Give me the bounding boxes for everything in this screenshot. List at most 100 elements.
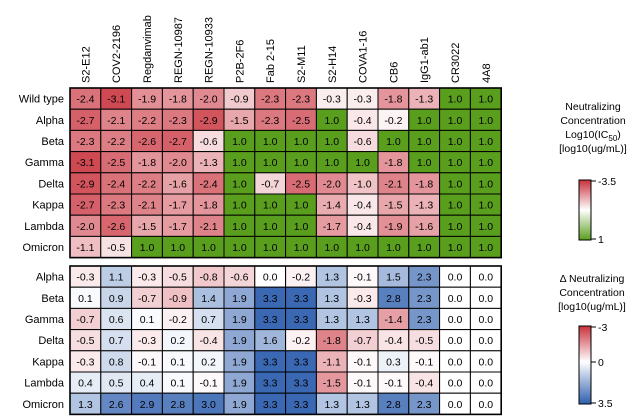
cell-value: 1.0 (201, 242, 216, 254)
cell-value: -0.3 (354, 94, 372, 106)
cell-value: 1.0 (232, 178, 247, 190)
cell-value: 1.9 (232, 335, 247, 347)
cell-value: 1.0 (448, 136, 463, 148)
cell-value: -1.4 (384, 314, 402, 326)
cell-value: -1.8 (200, 200, 218, 212)
cell-value: 1.0 (448, 242, 463, 254)
cell-value: 0.0 (448, 293, 463, 305)
cell-value: 1.0 (478, 200, 493, 212)
cell-value: -1.5 (230, 115, 248, 127)
cell-value: -2.0 (169, 157, 187, 169)
cell-value: -2.2 (138, 115, 156, 127)
cell-value: -0.7 (354, 335, 372, 347)
cell-value: 0.1 (78, 293, 93, 305)
cell-value: 1.0 (478, 221, 493, 233)
legend-tick-label: 1 (598, 234, 604, 246)
cell-value: 3.3 (294, 356, 309, 368)
cell-value: 0.2 (201, 356, 216, 368)
column-label: COVA1-16 (358, 31, 370, 83)
legend-tick-label: 3.5 (598, 398, 613, 410)
delta-heatmap: Alpha -0.3 1.1 -0.3 -0.5 -0.8 -0.6 0.0 -0.2 1.3 -0… (22, 265, 503, 416)
cell-value: 1.0 (294, 221, 309, 233)
cell-value: -3.1 (76, 157, 94, 169)
column-label: COV2-2196 (111, 25, 123, 83)
cell-value: 1.9 (232, 378, 247, 390)
cell-value: 2.8 (170, 399, 185, 411)
cell-value: -0.4 (354, 200, 372, 212)
cell-value: -0.1 (354, 378, 372, 390)
antibody-column-labels: S2-E12 COV2-2196 Regdanvimab REGN-10987 REGN… (80, 15, 492, 83)
cell-value: -0.3 (138, 272, 156, 284)
cell-value: 1.0 (386, 136, 401, 148)
cell-value: 0.4 (78, 378, 93, 390)
cell-value: -1.8 (384, 94, 402, 106)
cell-value: 1.0 (263, 157, 278, 169)
legend-title-line: Δ Neutralizing (560, 273, 625, 285)
cell-value: 1.3 (78, 399, 93, 411)
cell-value: -0.6 (354, 136, 372, 148)
cell-value: 2.3 (417, 314, 432, 326)
cell-value: 1.0 (448, 157, 463, 169)
cell-value: -2.9 (200, 115, 218, 127)
cell-value: 1.0 (324, 115, 339, 127)
cell-value: -2.3 (169, 115, 187, 127)
legend-title-line: Concentration (560, 115, 626, 127)
cell-value: -1.8 (384, 157, 402, 169)
cell-value: -0.6 (230, 272, 248, 284)
row-label: Beta (41, 293, 65, 305)
row-label: Omicron (22, 399, 64, 411)
legend-title-line: Neutralizing (565, 101, 621, 113)
cell-value: -0.7 (261, 178, 279, 190)
column-label: S2-E12 (80, 46, 92, 83)
column-label: CB6 (388, 62, 400, 83)
cell-value: 1.0 (232, 200, 247, 212)
cell-value: 1.0 (294, 136, 309, 148)
legend-tick-label: -3.5 (598, 176, 616, 188)
cell-value: -1.1 (323, 356, 341, 368)
cell-value: 1.0 (232, 221, 247, 233)
cell-value: -0.1 (138, 356, 156, 368)
cell-value: -2.0 (76, 221, 94, 233)
cell-value: 2.9 (140, 399, 155, 411)
cell-value: 0.6 (109, 314, 124, 326)
cell-value: 1.0 (448, 200, 463, 212)
cell-value: -0.5 (76, 335, 94, 347)
cell-value: 1.0 (417, 115, 432, 127)
cell-value: 1.0 (478, 157, 493, 169)
column-label: Regdanvimab (142, 15, 154, 83)
cell-value: -1.9 (384, 221, 402, 233)
cell-value: 0.2 (170, 335, 185, 347)
column-label: REGN-10987 (173, 17, 185, 83)
cell-value: 1.9 (232, 293, 247, 305)
cell-value: 1.0 (263, 200, 278, 212)
cell-value: 1.0 (324, 242, 339, 254)
cell-value: -1.8 (169, 94, 187, 106)
cell-value: 3.3 (263, 378, 278, 390)
cell-value: 3.3 (294, 314, 309, 326)
cell-value: 1.0 (232, 136, 247, 148)
cell-value: 0.0 (263, 272, 278, 284)
cell-value: 0.3 (386, 356, 401, 368)
cell-value: -1.9 (138, 94, 156, 106)
delta-legend: Δ Neutralizing Concentration [log10(ug/mL)… (558, 273, 626, 410)
cell-value: 1.0 (478, 242, 493, 254)
legend-tick-label: 0 (598, 357, 604, 369)
cell-value: -0.1 (415, 356, 433, 368)
row-label: Gamma (25, 314, 65, 326)
cell-value: -1.3 (415, 200, 433, 212)
cell-value: 1.3 (324, 293, 339, 305)
cell-value: -1.5 (384, 200, 402, 212)
cell-value: -0.1 (200, 378, 218, 390)
cell-value: 2.3 (417, 272, 432, 284)
color-scale-bar (578, 325, 592, 405)
legend-title-line: Log10(IC50) (565, 129, 621, 143)
cell-value: -2.6 (138, 136, 156, 148)
cell-value: -2.1 (200, 221, 218, 233)
cell-value: 2.8 (386, 399, 401, 411)
ic50-legend: Neutralizing Concentration Log10(IC50)[log… (559, 101, 627, 246)
cell-value: 0.0 (478, 314, 493, 326)
row-label: Omicron (22, 242, 64, 254)
cell-value: -2.2 (138, 178, 156, 190)
cell-value: 1.0 (417, 136, 432, 148)
legend-title-line: Concentration (559, 287, 625, 299)
